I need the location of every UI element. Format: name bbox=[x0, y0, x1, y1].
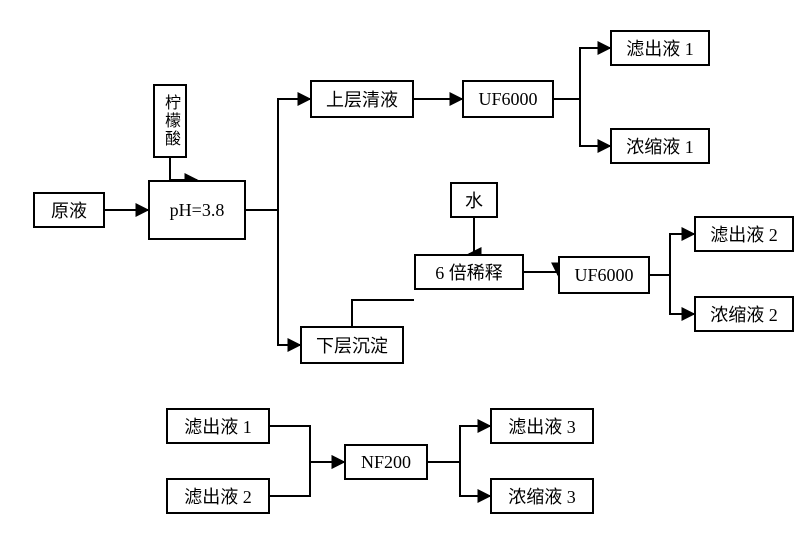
edge-15 bbox=[428, 462, 490, 496]
node-water: 水 bbox=[450, 182, 498, 218]
edge-5 bbox=[554, 48, 610, 99]
node-filtrate2: 滤出液 2 bbox=[694, 216, 794, 252]
node-label: 柠檬酸 bbox=[158, 94, 182, 148]
edge-13 bbox=[270, 462, 344, 496]
node-conc2: 浓缩液 2 bbox=[694, 296, 794, 332]
node-label: NF200 bbox=[361, 452, 411, 473]
node-sediment: 下层沉淀 bbox=[300, 326, 404, 364]
node-label: 滤出液 2 bbox=[710, 221, 778, 247]
edge-12 bbox=[270, 426, 344, 462]
node-label: 浓缩液 3 bbox=[508, 483, 576, 509]
node-dilute: 6 倍稀释 bbox=[414, 254, 524, 290]
edge-3 bbox=[246, 210, 300, 345]
node-filtrate3: 滤出液 3 bbox=[490, 408, 594, 444]
node-label: 浓缩液 1 bbox=[626, 133, 694, 159]
node-filtrate1: 滤出液 1 bbox=[610, 30, 710, 66]
node-filtrate2b: 滤出液 2 bbox=[166, 478, 270, 514]
edge-11 bbox=[650, 275, 694, 314]
node-label: 滤出液 1 bbox=[184, 413, 252, 439]
node-label: pH=3.8 bbox=[170, 200, 225, 221]
edge-14 bbox=[428, 426, 490, 462]
node-label: 滤出液 1 bbox=[626, 35, 694, 61]
edge-7 bbox=[469, 218, 474, 254]
edge-8 bbox=[352, 300, 414, 326]
node-filtrate1b: 滤出液 1 bbox=[166, 408, 270, 444]
edge-6 bbox=[554, 99, 610, 146]
node-label: 上层清液 bbox=[326, 86, 398, 112]
node-conc1: 浓缩液 1 bbox=[610, 128, 710, 164]
node-uf2: UF6000 bbox=[558, 256, 650, 294]
edge-2 bbox=[246, 99, 310, 210]
node-label: 浓缩液 2 bbox=[710, 301, 778, 327]
node-label: 水 bbox=[465, 187, 483, 213]
node-nf: NF200 bbox=[344, 444, 428, 480]
node-label: UF6000 bbox=[574, 265, 633, 286]
edge-9 bbox=[524, 272, 558, 275]
node-conc3: 浓缩液 3 bbox=[490, 478, 594, 514]
node-citric_acid: 柠檬酸 bbox=[153, 84, 187, 158]
node-label: 滤出液 3 bbox=[508, 413, 576, 439]
node-label: 下层沉淀 bbox=[316, 332, 388, 358]
node-raw: 原液 bbox=[33, 192, 105, 228]
node-uf1: UF6000 bbox=[462, 80, 554, 118]
node-supernatant: 上层清液 bbox=[310, 80, 414, 118]
edge-1 bbox=[170, 158, 197, 180]
flowchart-stage: 柠檬酸原液 pH=3.8 上层清液 UF6000 滤出液 1 浓缩液 1 水 6 倍稀释 UF6… bbox=[0, 0, 800, 547]
node-label: UF6000 bbox=[478, 89, 537, 110]
node-label: 滤出液 2 bbox=[184, 483, 252, 509]
node-label: 6 倍稀释 bbox=[435, 259, 503, 285]
node-label: 原液 bbox=[51, 197, 87, 223]
edge-10 bbox=[650, 234, 694, 275]
node-ph: pH=3.8 bbox=[148, 180, 246, 240]
